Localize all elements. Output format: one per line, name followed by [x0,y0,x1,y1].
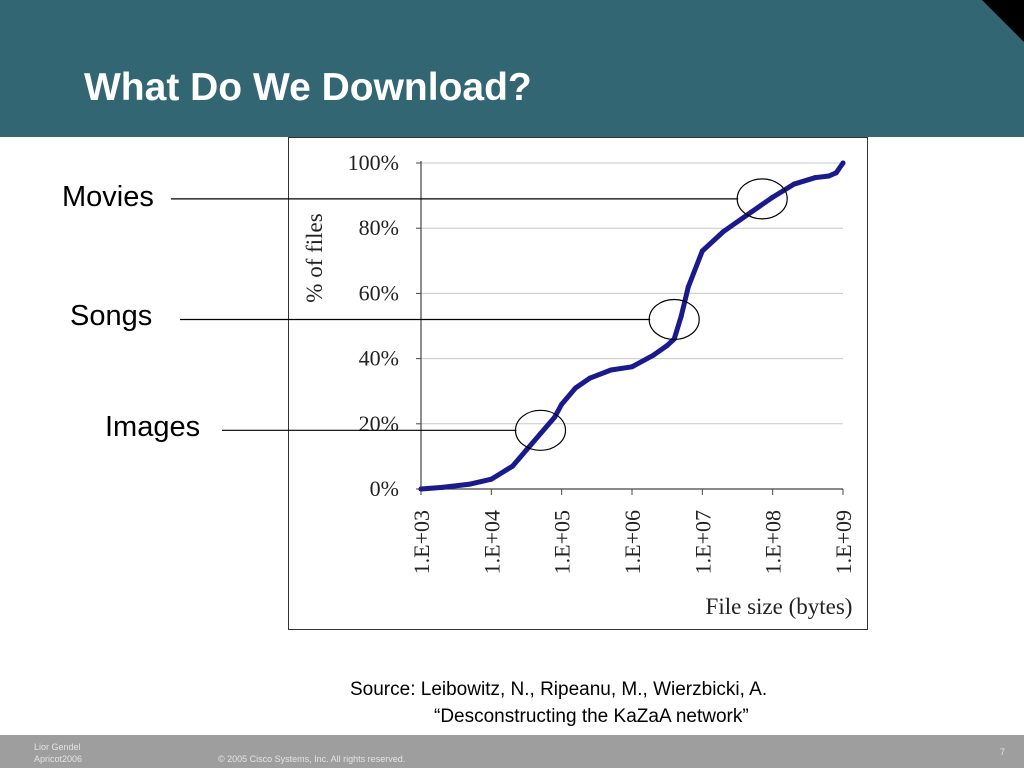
callouts [171,178,788,451]
data-point [629,364,635,370]
y-tick-label: 80% [359,215,399,240]
data-point [678,313,684,319]
source-citation: Source: Leibowitz, N., Ripeanu, M., Wier… [350,676,767,730]
data-point [608,367,614,373]
source-line-2: “Desconstructing the KaZaA network” [434,706,749,727]
series-layer [418,160,846,492]
data-point [467,481,473,487]
y-tick-label: 0% [370,476,399,501]
callout-ellipse [514,409,567,451]
data-point [826,173,832,179]
x-axis-label: File size (bytes) [706,594,853,619]
source-line-1: Source: Leibowitz, N., Ripeanu, M., Wier… [350,679,768,700]
x-tick-label: 1.E+09 [831,510,856,574]
axes [416,161,844,495]
data-point [770,194,776,200]
data-point [812,175,818,181]
data-point [650,352,656,358]
x-tick-labels: 1.E+03 1.E+04 1.E+05 1.E+06 1.E+07 1.E+08 1.E+… [409,510,856,574]
y-tick-labels: 0% 20% 40% 60% 80% 100% [348,150,399,501]
data-point [699,248,705,254]
footer-author: Lior Gendel [34,742,81,752]
x-tick-label: 1.E+03 [409,510,434,574]
data-point [833,170,839,176]
data-point [791,181,797,187]
slide-title: What Do We Download? [84,66,532,109]
title-bar: What Do We Download? [0,0,1024,137]
y-tick-label: 20% [359,411,399,436]
corner-triangle [982,0,1024,42]
x-tick-label: 1.E+04 [479,510,504,574]
x-tick-label: 1.E+07 [690,510,715,574]
label-images: Images [105,411,201,443]
label-songs: Songs [70,300,153,332]
data-point [587,375,593,381]
data-point [439,484,445,490]
y-tick-label: 100% [348,150,399,175]
y-axis-label: % of files [302,213,327,302]
y-tick-label: 60% [359,280,399,305]
data-point [552,414,558,420]
x-tick-label: 1.E+08 [761,510,786,574]
data-point [840,160,846,166]
data-point [685,284,691,290]
data-point [573,385,579,391]
data-point [537,431,543,437]
footer-copyright: © 2005 Cisco Systems, Inc. All rights re… [218,754,406,764]
callout-ellipse [648,298,700,341]
gridlines [421,162,843,425]
label-movies: Movies [62,181,154,213]
data-point [523,447,529,453]
data-point [748,209,754,215]
data-point [559,401,565,407]
data-point [664,343,670,349]
series-line [418,160,846,492]
data-point [418,486,424,492]
y-tick-label: 40% [359,346,399,371]
x-tick-label: 1.E+06 [620,510,645,574]
data-point [488,476,494,482]
footer-page-number: 7 [1000,747,1006,757]
data-point [510,463,516,469]
data-point [721,228,727,234]
footer-event: Apricot2006 [34,754,83,764]
footer-bar: Lior Gendel Apricot2006 © 2005 Cisco Sys… [0,735,1024,768]
x-tick-label: 1.E+05 [550,510,575,574]
callout-ellipse [736,178,788,220]
